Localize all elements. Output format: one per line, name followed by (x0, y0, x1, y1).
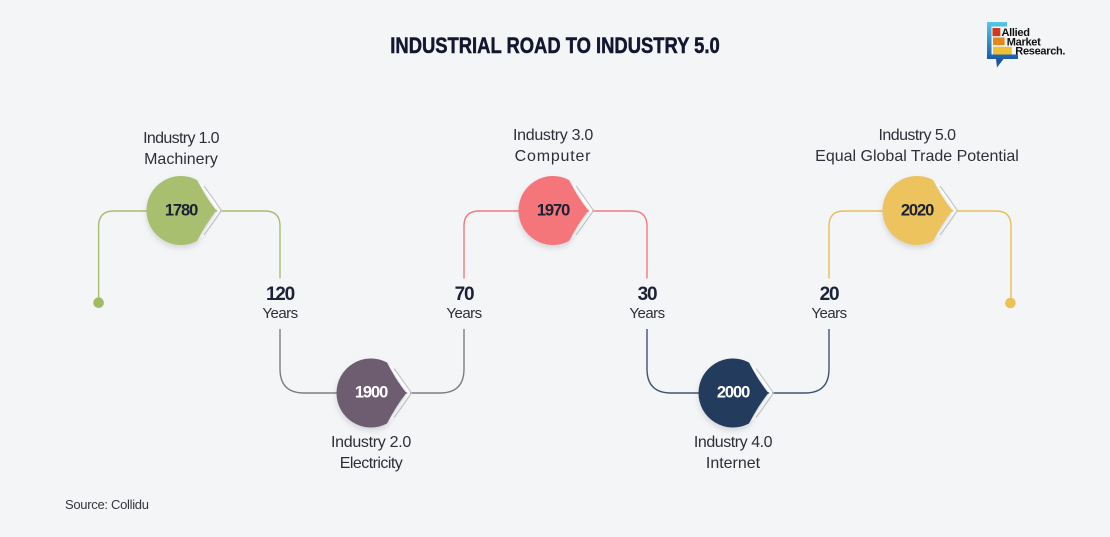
svg-text:Market: Market (1007, 36, 1041, 48)
svg-text:Research.: Research. (1015, 46, 1065, 58)
svg-text:Allied: Allied (1002, 27, 1030, 39)
